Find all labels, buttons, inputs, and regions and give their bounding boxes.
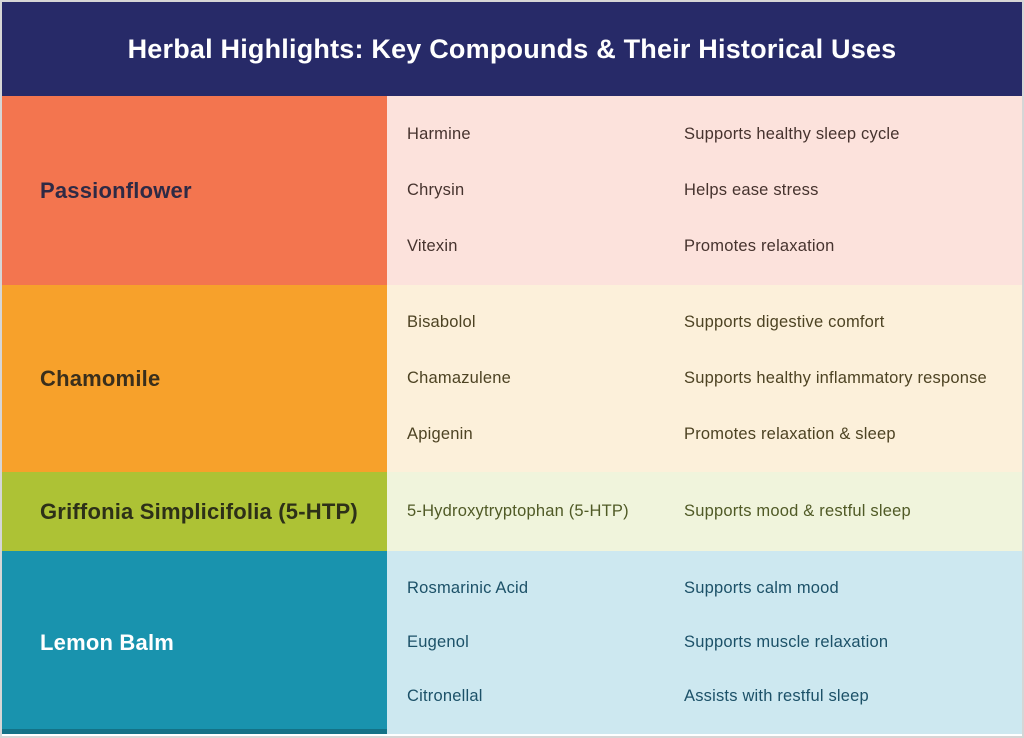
herb-name: Lemon Balm: [40, 629, 175, 655]
compound-entry: Chrysin Helps ease stress: [387, 181, 1022, 200]
compound-use: Supports muscle relaxation: [684, 632, 889, 651]
compound-use: Helps ease stress: [684, 180, 819, 199]
herb-entries: 5-Hydroxytryptophan (5-HTP) Supports moo…: [387, 472, 1022, 551]
herb-name: Griffonia Simplicifolia (5-HTP): [40, 498, 358, 524]
herb-row: Griffonia Simplicifolia (5-HTP) 5-Hydrox…: [2, 472, 1022, 551]
compound-use: Promotes relaxation: [684, 237, 835, 256]
compound-entry: Chamazulene Supports healthy inflammator…: [387, 369, 1022, 388]
compound-name: Chrysin: [407, 180, 465, 199]
compound-name: Eugenol: [407, 632, 469, 651]
herb-entries: Rosmarinic Acid Supports calm mood Eugen…: [387, 551, 1022, 734]
compound-name: Harmine: [407, 124, 471, 143]
compound-name: Chamazulene: [407, 368, 512, 387]
title-banner: Herbal Highlights: Key Compounds & Their…: [2, 2, 1022, 96]
compound-entry: Bisabolol Supports digestive comfort: [387, 313, 1022, 332]
herb-name-cell: Passionflower: [2, 96, 387, 285]
herb-entries: Bisabolol Supports digestive comfort Cha…: [387, 285, 1022, 472]
herb-name: Chamomile: [40, 365, 161, 391]
compound-use: Assists with restful sleep: [684, 687, 869, 706]
compound-entry: Vitexin Promotes relaxation: [387, 237, 1022, 256]
herb-name-cell: Griffonia Simplicifolia (5-HTP): [2, 472, 387, 551]
herb-table: Passionflower Harmine Supports healthy s…: [2, 96, 1022, 736]
compound-use: Promotes relaxation & sleep: [684, 424, 896, 443]
herb-name-cell: Chamomile: [2, 285, 387, 472]
herb-entries: Harmine Supports healthy sleep cycle Chr…: [387, 96, 1022, 285]
herb-row: Passionflower Harmine Supports healthy s…: [2, 96, 1022, 285]
compound-name: Apigenin: [407, 424, 473, 443]
herb-row: Chamomile Bisabolol Supports digestive c…: [2, 285, 1022, 472]
compound-name: 5-Hydroxytryptophan (5-HTP): [407, 502, 629, 520]
herb-name: Passionflower: [40, 177, 192, 203]
compound-name: Vitexin: [407, 237, 458, 256]
compound-use: Supports digestive comfort: [684, 313, 885, 332]
compound-use: Supports healthy sleep cycle: [684, 124, 900, 143]
compound-use: Supports mood & restful sleep: [684, 502, 911, 520]
compound-entry: Apigenin Promotes relaxation & sleep: [387, 425, 1022, 444]
compound-name: Rosmarinic Acid: [407, 578, 529, 597]
compound-entry: Rosmarinic Acid Supports calm mood: [387, 579, 1022, 598]
compound-entry: 5-Hydroxytryptophan (5-HTP) Supports moo…: [387, 502, 1022, 521]
compound-name: Bisabolol: [407, 313, 476, 332]
compound-entry: Eugenol Supports muscle relaxation: [387, 633, 1022, 652]
compound-use: Supports healthy inflammatory response: [684, 368, 987, 387]
compound-entry: Citronellal Assists with restful sleep: [387, 687, 1022, 706]
compound-entry: Harmine Supports healthy sleep cycle: [387, 125, 1022, 144]
page-title: Herbal Highlights: Key Compounds & Their…: [127, 33, 897, 64]
herb-row: Lemon Balm Rosmarinic Acid Supports calm…: [2, 551, 1022, 734]
herb-name-cell: Lemon Balm: [2, 551, 387, 734]
compound-name: Citronellal: [407, 687, 483, 706]
compound-use: Supports calm mood: [684, 578, 839, 597]
